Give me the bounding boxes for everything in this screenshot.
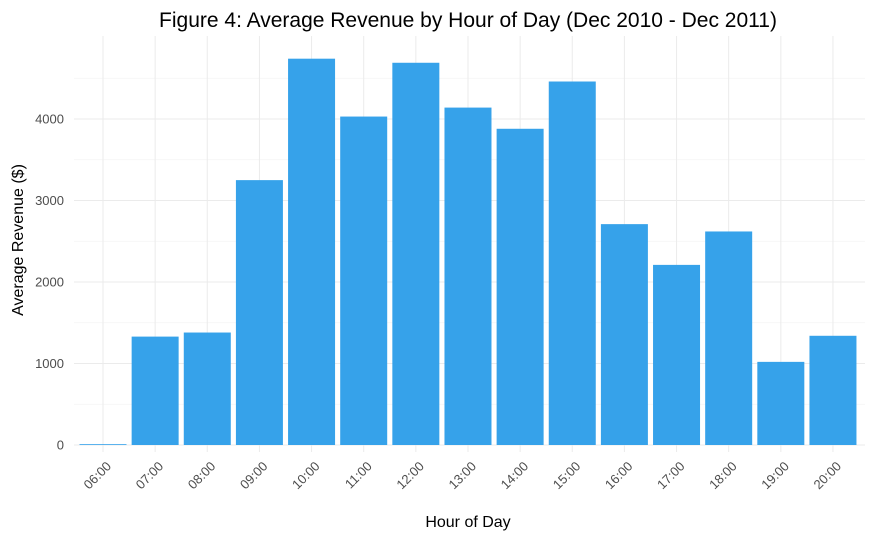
x-tick-label: 09:00 bbox=[237, 459, 271, 493]
bar-1600 bbox=[600, 224, 648, 445]
bar-1400 bbox=[496, 128, 544, 445]
x-tick-label: 19:00 bbox=[758, 459, 792, 493]
x-tick-label: 13:00 bbox=[445, 459, 479, 493]
x-tick-label: 06:00 bbox=[81, 459, 115, 493]
x-tick-label: 18:00 bbox=[706, 459, 740, 493]
x-tick-label: 11:00 bbox=[342, 459, 375, 492]
bar-0700 bbox=[131, 336, 179, 445]
y-tick-label: 2000 bbox=[35, 275, 64, 290]
x-tick-label: 10:00 bbox=[289, 459, 323, 493]
chart-title: Figure 4: Average Revenue by Hour of Day… bbox=[159, 9, 777, 32]
bar-1800 bbox=[705, 231, 753, 445]
x-tick-label: 12:00 bbox=[393, 459, 427, 493]
bar-1500 bbox=[548, 81, 596, 445]
x-tick-label: 17:00 bbox=[654, 459, 688, 493]
y-axis-title: Average Revenue ($) bbox=[10, 164, 27, 316]
bars bbox=[79, 58, 857, 446]
y-tick-label: 0 bbox=[57, 438, 64, 453]
bar-1200 bbox=[392, 62, 440, 445]
x-tick-label: 08:00 bbox=[185, 459, 219, 493]
x-tick-label: 16:00 bbox=[602, 459, 636, 493]
y-tick-label: 1000 bbox=[35, 356, 64, 371]
x-tick-label: 14:00 bbox=[498, 459, 532, 493]
bar-2000 bbox=[809, 335, 857, 445]
x-axis-title: Hour of Day bbox=[425, 514, 510, 531]
x-tick-label: 07:00 bbox=[133, 459, 167, 493]
y-tick-label: 4000 bbox=[35, 112, 64, 127]
x-axis-ticks: 06:00 07:00 08:00 09:00 10:00 11:00 12:00 13:00… bbox=[81, 459, 845, 493]
bar-1100 bbox=[340, 116, 388, 446]
bar-0900 bbox=[235, 180, 283, 445]
y-axis-ticks: 0 1000 2000 3000 4000 bbox=[35, 112, 64, 453]
bar-1700 bbox=[653, 264, 701, 445]
x-tick-label: 20:00 bbox=[810, 459, 844, 493]
y-tick-label: 3000 bbox=[35, 193, 64, 208]
bar-1900 bbox=[757, 361, 805, 445]
bar-0800 bbox=[183, 332, 231, 445]
bar-0600 bbox=[79, 444, 127, 445]
bar-1300 bbox=[444, 107, 492, 445]
bar-1000 bbox=[288, 58, 336, 445]
x-tick-label: 15:00 bbox=[550, 459, 584, 493]
